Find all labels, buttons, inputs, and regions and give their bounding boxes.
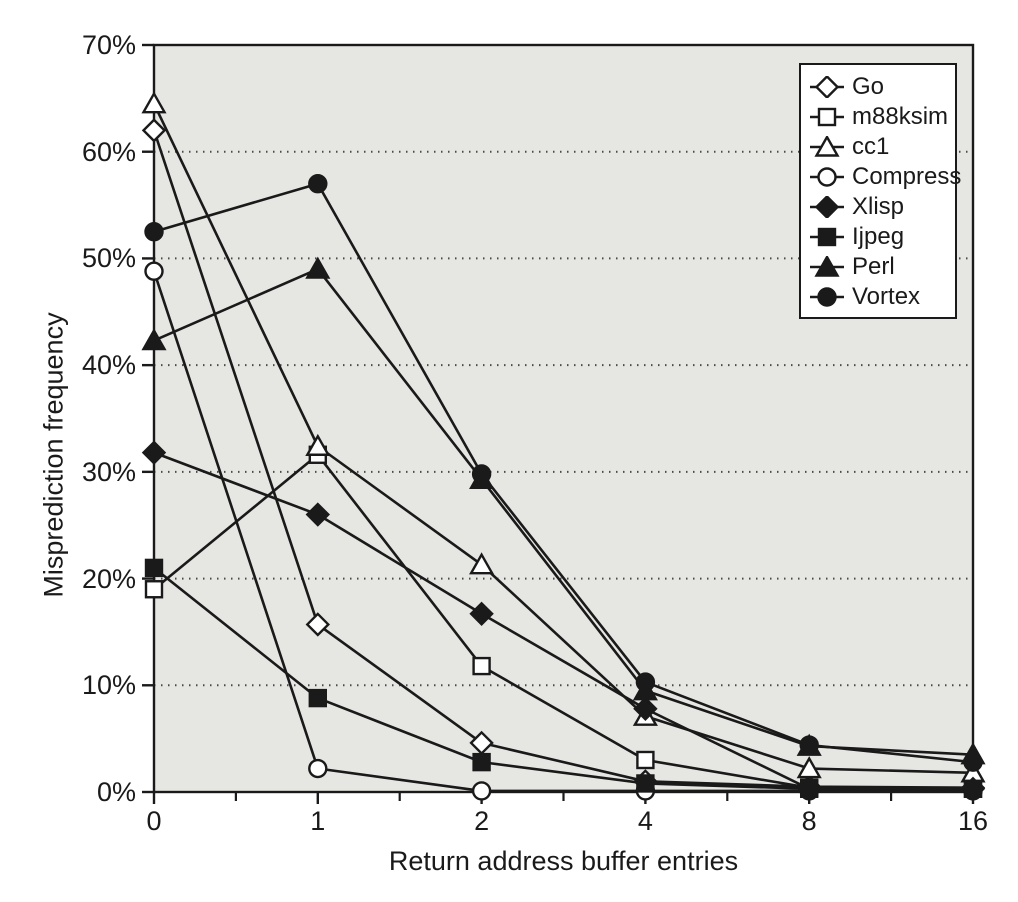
marker-vortex-8 (799, 735, 819, 755)
marker-vortex-1 (308, 174, 328, 194)
legend-item-xlisp: Xlisp (810, 192, 949, 222)
marker-xlisp-2 (469, 601, 494, 626)
triangle-filled-glyph (814, 256, 840, 277)
y-tick-label: 0% (96, 777, 136, 807)
marker-vortex-4 (635, 672, 656, 692)
diamond-filled-glyph (814, 196, 840, 218)
y-tick-label: 30% (81, 456, 136, 487)
y-tick-label: 60% (81, 136, 136, 167)
marker-m88ksim-0 (144, 580, 164, 599)
square-filled-icon (810, 227, 844, 247)
marker-cc1-1 (305, 433, 331, 456)
legend-label: Ijpeg (852, 223, 905, 250)
x-tick-label: 16 (957, 806, 989, 836)
series-line-cc1 (152, 103, 974, 775)
circle-filled-icon (810, 287, 844, 307)
y-tick-label: 20% (81, 563, 136, 594)
legend-label: Compress (852, 163, 962, 190)
marker-vortex-16 (963, 752, 983, 772)
legend-label: cc1 (852, 133, 890, 160)
marker-vortex-2 (471, 464, 492, 484)
x-tick-label: 2 (474, 806, 490, 836)
marker-ijpeg-8 (800, 779, 819, 798)
legend-item-cc1: cc1 (810, 132, 949, 162)
triangle-open-icon (810, 136, 844, 157)
marker-compress-0 (144, 261, 164, 281)
circle-open-icon (810, 167, 844, 187)
marker-go-1 (305, 612, 330, 637)
legend-label: Go (852, 73, 885, 100)
legend-item-go: Go (810, 72, 949, 102)
x-axis-title: Return address buffer entries (388, 846, 739, 876)
marker-xlisp-1 (305, 502, 330, 527)
marker-compress-2 (471, 781, 492, 801)
triangle-open-glyph (814, 136, 840, 157)
diamond-filled-icon (810, 196, 844, 218)
circle-filled-glyph (817, 287, 837, 307)
legend-label: Perl (852, 253, 895, 280)
marker-ijpeg-16 (963, 779, 983, 798)
legend-label: Xlisp (852, 193, 905, 220)
square-open-icon (810, 107, 844, 127)
legend-label: Vortex (852, 283, 921, 310)
x-tick-label: 1 (310, 806, 326, 836)
marker-ijpeg-2 (472, 752, 491, 772)
series-line-ijpeg (153, 566, 973, 791)
marker-cc1-2 (469, 552, 495, 575)
square-filled-glyph (817, 227, 837, 247)
diamond-open-icon (810, 76, 844, 98)
triangle-filled-icon (810, 256, 844, 277)
marker-xlisp-0 (141, 440, 167, 465)
marker-cc1-0 (141, 91, 167, 114)
y-tick-label: 50% (81, 243, 136, 274)
marker-m88ksim-2 (472, 656, 491, 676)
x-tick-label: 0 (146, 806, 162, 836)
y-tick-label: 10% (81, 670, 136, 701)
legend: Go m88ksim cc1 Compress Xlisp Ijpeg Perl Vortex (799, 63, 961, 319)
x-tick-label: 8 (801, 806, 817, 836)
marker-perl-0 (141, 328, 167, 351)
legend-item-m88ksim: m88ksim (810, 102, 949, 132)
series-line-compress (152, 270, 973, 793)
marker-vortex-0 (144, 222, 164, 242)
marker-m88ksim-4 (636, 750, 655, 770)
marker-compress-1 (308, 758, 328, 779)
marker-ijpeg-4 (636, 774, 655, 793)
marker-perl-1 (305, 256, 331, 279)
marker-xlisp-4 (633, 696, 658, 721)
marker-go-0 (141, 118, 167, 143)
x-tick-label: 4 (637, 806, 653, 836)
legend-item-compress: Compress (810, 162, 961, 192)
square-open-glyph (817, 107, 837, 127)
legend-label: m88ksim (852, 103, 949, 130)
series-line-vortex (153, 182, 974, 764)
legend-item-ijpeg: Ijpeg (810, 222, 949, 252)
legend-item-vortex: Vortex (810, 282, 949, 312)
y-tick-label: 70% (81, 30, 136, 60)
legend-item-perl: Perl (810, 252, 949, 282)
marker-ijpeg-0 (144, 558, 164, 578)
marker-ijpeg-1 (308, 688, 327, 708)
diamond-open-glyph (814, 76, 840, 98)
circle-open-glyph (817, 167, 837, 187)
y-tick-label: 40% (81, 350, 136, 381)
